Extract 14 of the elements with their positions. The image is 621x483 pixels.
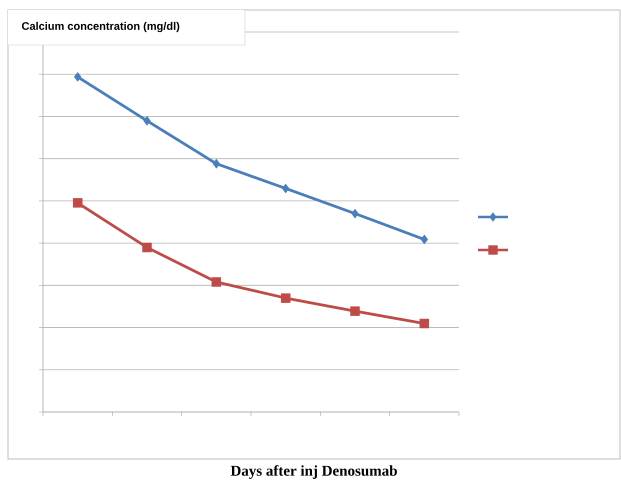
point [282, 184, 290, 194]
point [212, 158, 220, 168]
point [142, 242, 152, 252]
y-axis-title: Calcium concentration (mg/dl) [22, 22, 180, 32]
point [350, 306, 360, 316]
point [72, 198, 82, 208]
point [143, 116, 151, 126]
point [351, 208, 359, 218]
x-axis-title: Days after inj Denosumab [230, 465, 397, 479]
point [420, 234, 428, 244]
point [280, 293, 290, 303]
point [212, 277, 222, 287]
point [74, 72, 82, 82]
point [420, 318, 430, 328]
